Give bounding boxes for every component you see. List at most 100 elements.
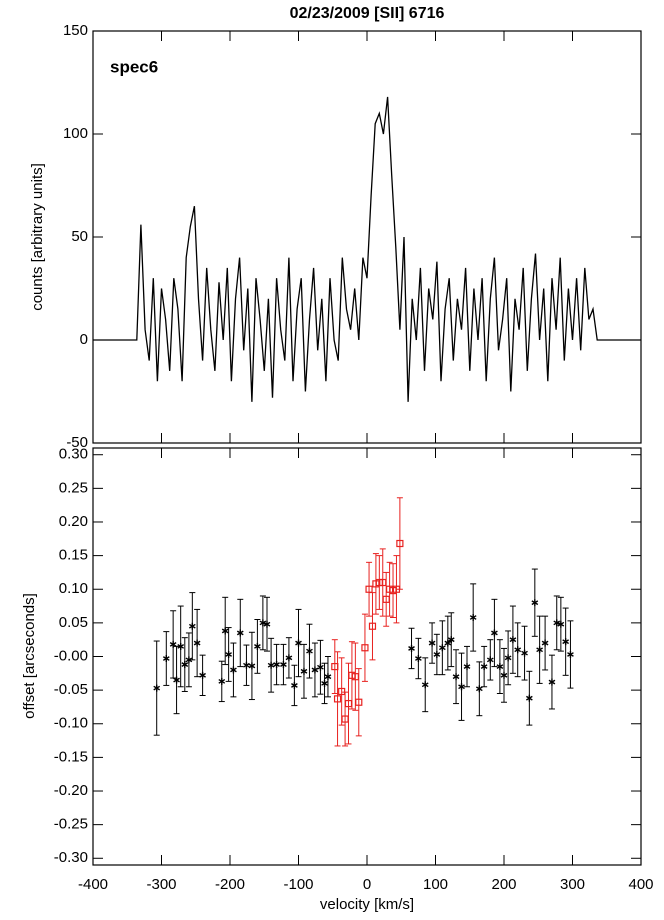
marker-asterisk bbox=[225, 650, 232, 658]
marker-asterisk bbox=[438, 644, 446, 652]
marker-asterisk bbox=[263, 620, 271, 628]
y-axis-label: offset [arcseconds] bbox=[21, 593, 38, 719]
x-axis-label: velocity [km/s] bbox=[320, 896, 414, 913]
marker-stroke bbox=[177, 644, 185, 649]
marker-stroke bbox=[475, 686, 483, 692]
marker-stroke bbox=[447, 637, 455, 643]
marker-asterisk bbox=[188, 622, 196, 630]
error-bar bbox=[379, 548, 386, 617]
x-tick-label: -300 bbox=[146, 876, 176, 893]
marker-asterisk bbox=[280, 661, 287, 669]
error-bar bbox=[361, 613, 368, 682]
marker-asterisk bbox=[193, 639, 201, 647]
marker-asterisk bbox=[536, 646, 543, 654]
marker-stroke bbox=[218, 678, 226, 684]
marker-asterisk bbox=[169, 640, 177, 648]
marker-stroke bbox=[185, 657, 193, 663]
marker-asterisk bbox=[300, 667, 308, 675]
marker-asterisk bbox=[553, 619, 561, 627]
x-tick-label: -100 bbox=[283, 876, 313, 893]
marker-asterisk bbox=[221, 627, 229, 635]
x-tick-label: 400 bbox=[628, 876, 653, 893]
marker-asterisk bbox=[509, 636, 517, 644]
marker-stroke bbox=[531, 600, 539, 606]
marker-asterisk bbox=[162, 655, 170, 663]
marker-asterisk bbox=[557, 620, 565, 628]
marker-asterisk bbox=[254, 642, 261, 650]
marker-stroke bbox=[500, 672, 508, 678]
error-bar bbox=[355, 668, 362, 737]
marker-stroke bbox=[438, 645, 446, 651]
marker-stroke bbox=[173, 677, 180, 683]
y-tick-label: 0 bbox=[80, 331, 88, 348]
y-tick-label: -0.10 bbox=[54, 715, 88, 732]
marker-asterisk bbox=[469, 613, 477, 621]
marker-asterisk bbox=[500, 671, 508, 679]
marker-stroke bbox=[536, 647, 543, 653]
marker-asterisk bbox=[317, 663, 324, 671]
plot-frame bbox=[92, 447, 642, 866]
marker-stroke bbox=[273, 662, 280, 667]
marker-stroke bbox=[491, 630, 498, 636]
marker-stroke bbox=[243, 662, 250, 668]
marker-asterisk bbox=[415, 655, 422, 663]
marker-stroke bbox=[267, 662, 275, 668]
x-tick-label: -200 bbox=[215, 876, 245, 893]
marker-asterisk bbox=[496, 663, 504, 671]
marker-asterisk bbox=[521, 649, 528, 657]
error-bar bbox=[331, 639, 338, 694]
y-tick-label: 0.05 bbox=[59, 614, 88, 631]
marker-asterisk bbox=[458, 683, 465, 691]
x-tick-label: 0 bbox=[363, 876, 371, 893]
marker-stroke bbox=[548, 679, 556, 685]
marker-stroke bbox=[469, 615, 477, 620]
error-bar bbox=[369, 592, 376, 661]
marker-stroke bbox=[521, 650, 528, 656]
x-tick-label: 300 bbox=[560, 876, 585, 893]
marker-stroke bbox=[236, 630, 244, 636]
marker-stroke bbox=[541, 640, 549, 646]
marker-stroke bbox=[300, 668, 308, 674]
marker-stroke bbox=[480, 664, 488, 669]
marker-stroke bbox=[153, 685, 161, 691]
marker-asterisk bbox=[291, 681, 298, 689]
marker-stroke bbox=[463, 664, 471, 669]
marker-asterisk bbox=[567, 650, 574, 658]
marker-stroke bbox=[408, 646, 415, 651]
error-bar bbox=[334, 651, 341, 747]
y-tick-label: 50 bbox=[71, 228, 88, 245]
marker-stroke bbox=[263, 621, 271, 627]
marker-asterisk bbox=[267, 661, 275, 669]
marker-stroke bbox=[525, 695, 533, 701]
marker-asterisk bbox=[548, 678, 556, 686]
marker-asterisk bbox=[185, 656, 193, 664]
marker-asterisk bbox=[475, 685, 483, 693]
marker-asterisk bbox=[541, 639, 549, 647]
marker-asterisk bbox=[199, 671, 206, 679]
marker-stroke bbox=[421, 682, 429, 688]
marker-asterisk bbox=[285, 654, 293, 662]
marker-stroke bbox=[188, 623, 196, 629]
y-tick-label: 0.10 bbox=[59, 580, 88, 597]
marker-stroke bbox=[428, 640, 436, 646]
marker-asterisk bbox=[324, 673, 332, 681]
marker-asterisk bbox=[531, 599, 539, 607]
marker-stroke bbox=[567, 652, 574, 657]
marker-asterisk bbox=[480, 663, 488, 671]
marker-stroke bbox=[321, 681, 328, 686]
marker-stroke bbox=[317, 664, 324, 670]
marker-stroke bbox=[562, 639, 570, 645]
marker-asterisk bbox=[306, 647, 313, 655]
marker-stroke bbox=[285, 655, 293, 661]
marker-stroke bbox=[324, 674, 332, 680]
marker-asterisk bbox=[408, 644, 415, 652]
marker-square bbox=[338, 687, 346, 696]
marker-stroke bbox=[221, 628, 229, 634]
marker-stroke bbox=[230, 667, 237, 673]
marker-asterisk bbox=[177, 642, 185, 650]
plot-frame bbox=[92, 30, 642, 444]
marker-stroke bbox=[259, 620, 267, 626]
chart-title: 02/23/2009 [SII] 6716 bbox=[290, 5, 445, 22]
marker-asterisk bbox=[428, 639, 436, 647]
marker-asterisk bbox=[444, 639, 452, 647]
